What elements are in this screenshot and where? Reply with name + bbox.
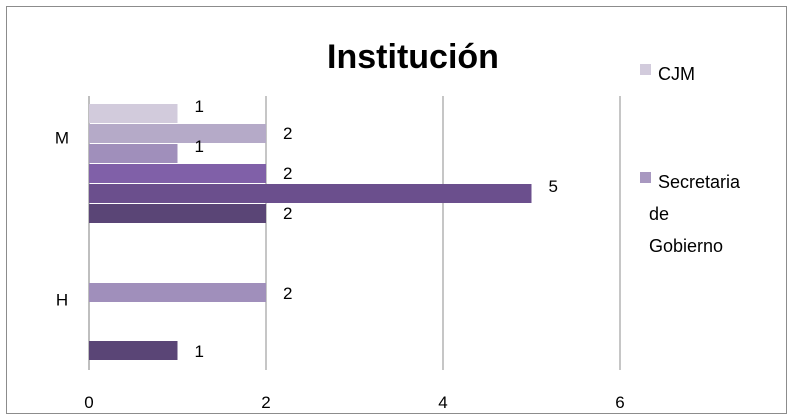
data-label: 2 [283, 164, 292, 183]
legend-label: Gobierno [649, 236, 723, 256]
x-tick-label: 6 [615, 393, 624, 412]
legend-label: Secretaria [658, 172, 741, 192]
legend-swatch [640, 172, 651, 183]
data-label: 5 [549, 177, 558, 196]
legend-swatch [640, 64, 651, 75]
data-label: 1 [195, 97, 204, 116]
data-label: 2 [283, 284, 292, 303]
legend-label: CJM [658, 64, 695, 84]
axis-layer: 0 2 4 6 M H [55, 129, 625, 413]
bar-layer [89, 104, 532, 360]
x-tick-label: 0 [84, 393, 93, 412]
x-tick-label: 4 [438, 393, 447, 412]
bar [89, 104, 178, 123]
bar [89, 341, 178, 360]
data-label: 1 [195, 342, 204, 361]
data-label: 2 [283, 204, 292, 223]
bar [89, 124, 266, 143]
data-label: 2 [283, 124, 292, 143]
chart-title: Institución [327, 38, 499, 76]
bar [89, 204, 266, 223]
y-tick-label: M [55, 129, 69, 148]
bar [89, 283, 266, 302]
label-layer: 1 2 1 2 2 5 2 1 [195, 97, 558, 361]
y-tick-label: H [56, 291, 68, 310]
legend-label: de [649, 204, 669, 224]
x-tick-label: 2 [261, 393, 270, 412]
bar [89, 144, 178, 163]
legend: CJM Secretaria de Gobierno [640, 64, 741, 256]
bar [89, 184, 532, 203]
data-label: 1 [195, 137, 204, 156]
bar [89, 164, 266, 183]
